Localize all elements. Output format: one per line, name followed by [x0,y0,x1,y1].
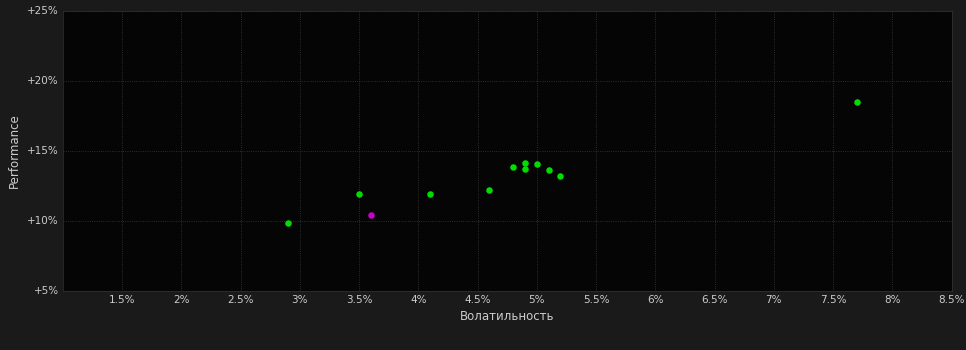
Point [422,191,438,197]
Point [849,99,865,104]
X-axis label: Волатильность: Волатильность [460,310,554,323]
Point [553,173,568,178]
Point [505,164,521,170]
Point [517,160,532,166]
Point [482,187,497,192]
Point [363,212,379,218]
Point [352,191,367,197]
Point [517,166,532,172]
Point [529,162,545,167]
Y-axis label: Performance: Performance [9,113,21,188]
Point [280,220,296,226]
Point [541,167,556,173]
